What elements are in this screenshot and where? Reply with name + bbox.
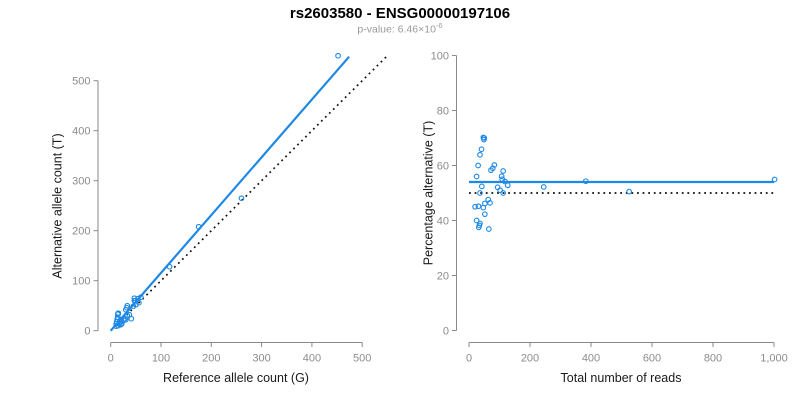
right-yaxis-title: Percentage alternative (T) — [421, 121, 435, 266]
data-point — [480, 204, 487, 211]
data-point — [472, 203, 478, 210]
fit-line — [109, 55, 350, 332]
data-point — [485, 226, 492, 232]
x-tick-label: 0 — [466, 352, 472, 364]
data-point — [115, 310, 122, 317]
y-tick-label: 40 — [437, 215, 449, 227]
data-point — [478, 183, 485, 190]
pvalue-text: p-value: 6.46×10 — [357, 23, 436, 36]
data-point — [502, 178, 508, 185]
x-tick-label: 0 — [108, 352, 114, 364]
y-tick-label: 100 — [431, 50, 449, 62]
x-tick-label: 400 — [582, 352, 600, 364]
y-tick-label: 100 — [72, 276, 90, 288]
x-tick-label: 1,000 — [760, 352, 788, 364]
data-point — [473, 217, 480, 224]
x-tick-label: 200 — [202, 352, 220, 364]
data-point — [500, 168, 507, 174]
left-axes: 0 100 200 300 400 500 0 100 200 300 400 500 — [72, 76, 371, 365]
y-tick-label: 500 — [72, 76, 90, 88]
left-plot: 0 100 200 300 400 500 0 100 200 300 400 500 Referen… — [50, 52, 388, 385]
y-tick-label: 200 — [72, 226, 90, 238]
left-yaxis-title: Alternative allele count (T) — [50, 133, 64, 278]
data-point — [498, 173, 505, 180]
data-point — [771, 176, 778, 183]
data-point — [166, 263, 173, 270]
data-point — [475, 224, 482, 231]
y-tick-label: 80 — [437, 105, 449, 117]
data-point — [477, 151, 483, 158]
data-point — [475, 162, 482, 169]
data-point — [540, 184, 547, 190]
x-tick-label: 400 — [303, 352, 321, 364]
data-point — [626, 188, 632, 195]
data-point — [475, 203, 482, 210]
x-tick-label: 800 — [704, 352, 722, 364]
data-points — [113, 52, 341, 330]
left-xaxis-title: Reference allele count (G) — [163, 371, 309, 385]
data-point — [504, 182, 511, 189]
right-marks — [469, 134, 778, 232]
y-tick-label: 400 — [72, 126, 90, 138]
data-point — [478, 146, 485, 153]
left-marks — [109, 52, 388, 332]
data-point — [136, 299, 142, 306]
data-point — [487, 200, 493, 206]
data-point — [473, 173, 480, 180]
data-point — [582, 178, 589, 185]
pvalue-exponent: -6 — [435, 21, 443, 30]
x-tick-label: 200 — [521, 352, 539, 364]
data-point — [488, 167, 494, 174]
data-point — [238, 195, 245, 202]
right-xaxis-title: Total number of reads — [561, 371, 682, 385]
data-point — [482, 211, 488, 218]
y-tick-label: 0 — [443, 325, 449, 337]
data-point — [477, 190, 483, 196]
y-tick-label: 20 — [437, 270, 449, 282]
data-point — [481, 136, 487, 143]
data-point — [500, 190, 507, 196]
right-axes: 0 20 40 60 80 100 0 200 400 600 800 1,000 — [431, 50, 788, 364]
data-point — [117, 321, 124, 328]
x-tick-label: 600 — [643, 352, 661, 364]
y-tick-label: 60 — [437, 160, 449, 172]
data-point — [122, 316, 129, 323]
x-tick-label: 100 — [152, 352, 170, 364]
right-plot: 0 20 40 60 80 100 0 200 400 600 800 1,000 Total num… — [421, 50, 787, 385]
data-points — [472, 134, 778, 232]
identity-line — [110, 55, 388, 332]
data-point — [128, 315, 135, 322]
data-point — [122, 306, 129, 313]
data-point — [491, 162, 498, 168]
figure-subtitle: p-value: 6.46×10-6 — [0, 21, 800, 36]
data-point — [335, 52, 341, 59]
y-tick-label: 300 — [72, 176, 90, 188]
figure-title: rs2603580 - ENSG00000197106 — [289, 5, 511, 22]
x-tick-label: 500 — [353, 352, 371, 364]
data-point — [138, 294, 144, 301]
data-point — [195, 223, 202, 230]
x-tick-label: 300 — [252, 352, 270, 364]
y-tick-label: 0 — [84, 326, 90, 338]
data-point — [497, 187, 503, 194]
